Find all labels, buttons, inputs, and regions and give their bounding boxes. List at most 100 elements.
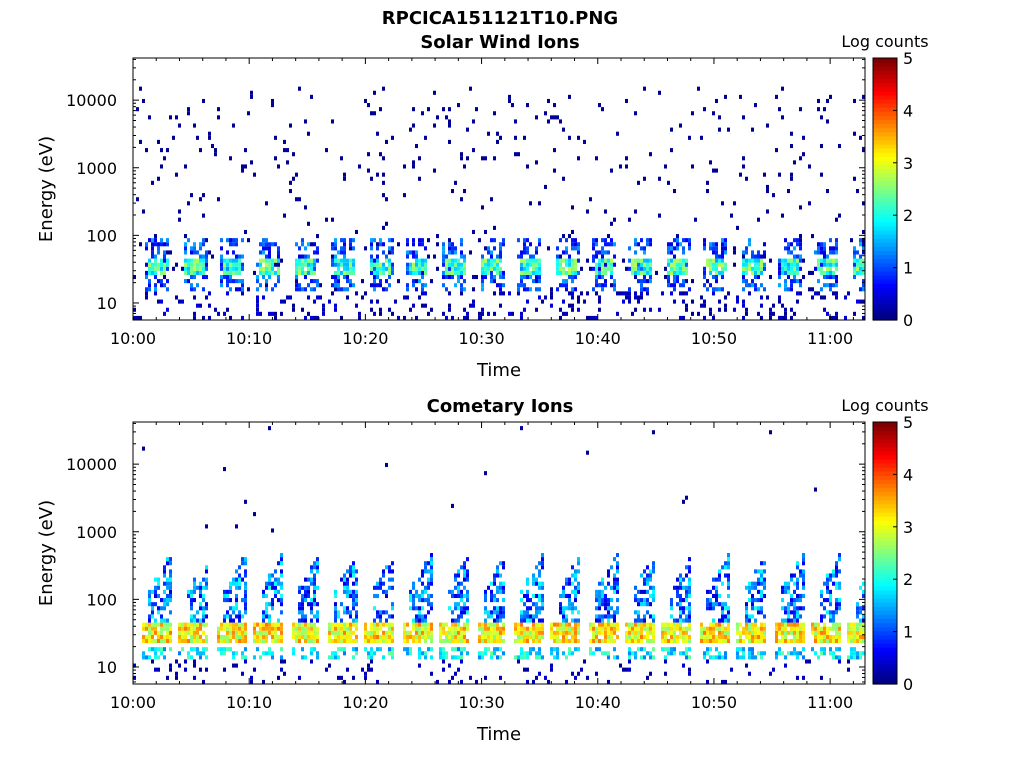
heatmap-cell <box>397 315 400 320</box>
heatmap-cell <box>391 634 394 639</box>
heatmap-cell <box>592 287 595 292</box>
heatmap-cell <box>667 651 670 656</box>
heatmap-cell <box>292 303 295 308</box>
heatmap-cell <box>193 270 196 275</box>
heatmap-cell <box>145 655 148 660</box>
heatmap-cell <box>235 287 238 292</box>
heatmap-cell <box>748 638 751 644</box>
heatmap-cell <box>541 299 544 304</box>
heatmap-cell <box>253 655 256 660</box>
heatmap-cell <box>454 180 457 185</box>
colorbar-segment <box>873 127 897 133</box>
heatmap-cell <box>295 270 298 275</box>
heatmap-cell <box>595 254 598 259</box>
heatmap-cell <box>232 655 235 660</box>
heatmap-cell <box>178 123 181 128</box>
heatmap-cell <box>457 573 460 578</box>
heatmap-cell <box>652 598 655 603</box>
colorbar-segment <box>873 303 897 309</box>
heatmap-cell <box>664 266 667 271</box>
heatmap-cell <box>754 618 757 623</box>
heatmap-cell <box>523 618 526 623</box>
heatmap-cell <box>790 577 793 582</box>
heatmap-cell <box>649 270 652 275</box>
heatmap-cell <box>616 581 619 586</box>
heatmap-cell <box>139 86 142 91</box>
heatmap-cell <box>676 279 679 284</box>
heatmap-cell <box>169 622 172 627</box>
heatmap-cell <box>187 638 190 644</box>
heatmap-cell <box>724 638 727 644</box>
heatmap-cell <box>643 634 646 639</box>
heatmap-cell <box>844 295 847 300</box>
heatmap-cell <box>745 663 748 668</box>
heatmap-cell <box>577 622 580 627</box>
heatmap-cell <box>553 103 556 108</box>
heatmap-cell <box>454 622 457 627</box>
colorbar-segment <box>873 553 897 558</box>
heatmap-cell <box>334 618 337 623</box>
heatmap-cell <box>367 634 370 639</box>
heatmap-cell <box>430 634 433 639</box>
heatmap-cell <box>418 638 421 644</box>
heatmap-cell <box>796 266 799 271</box>
heatmap-cell <box>487 131 490 136</box>
heatmap-cell <box>715 638 718 644</box>
heatmap-cell <box>730 667 733 672</box>
heatmap-cell <box>469 86 472 91</box>
heatmap-cell <box>835 581 838 586</box>
heatmap-cell <box>598 266 601 271</box>
heatmap-cell <box>775 655 778 660</box>
heatmap-cell <box>340 156 343 161</box>
heatmap-cell <box>577 156 580 161</box>
heatmap-cell <box>829 634 832 639</box>
heatmap-cell <box>418 651 421 656</box>
heatmap-cell <box>820 647 823 652</box>
heatmap-cell <box>862 622 865 627</box>
heatmap-cell <box>223 467 226 472</box>
heatmap-cell <box>310 315 313 320</box>
heatmap-cell <box>463 279 466 284</box>
heatmap-cell <box>460 679 463 684</box>
heatmap-cell <box>199 270 202 275</box>
heatmap-cell <box>190 618 193 623</box>
colorbar-segment <box>873 589 897 595</box>
heatmap-cell <box>787 585 790 590</box>
heatmap-cell <box>619 663 622 668</box>
heatmap-cell <box>535 602 538 607</box>
heatmap-cell <box>199 262 202 267</box>
heatmap-cell <box>472 274 475 280</box>
heatmap-cell <box>799 205 802 210</box>
heatmap-cell <box>649 573 652 578</box>
heatmap-cell <box>421 270 424 275</box>
heatmap-cell <box>682 585 685 590</box>
heatmap-cell <box>700 630 703 635</box>
heatmap-cell <box>313 577 316 582</box>
colorbar-segment <box>873 679 897 685</box>
heatmap-cell <box>586 315 589 320</box>
heatmap-cell <box>487 626 490 631</box>
heatmap-cell <box>754 630 757 635</box>
heatmap-cell <box>829 258 832 263</box>
heatmap-cell <box>475 274 478 280</box>
heatmap-cell <box>628 217 631 222</box>
heatmap-cell <box>676 258 679 263</box>
heatmap-cell <box>460 238 463 243</box>
heatmap-cell <box>190 589 193 594</box>
heatmap-cell <box>220 651 223 656</box>
heatmap-cell <box>760 258 763 263</box>
heatmap-cell <box>772 303 775 308</box>
heatmap-cell <box>226 238 229 243</box>
heatmap-cell <box>340 258 343 263</box>
heatmap-cell <box>343 270 346 275</box>
heatmap-cell <box>370 246 373 251</box>
heatmap-cell <box>532 573 535 578</box>
heatmap-cell <box>151 634 154 639</box>
heatmap-cell <box>181 630 184 635</box>
heatmap-cell <box>355 569 358 574</box>
heatmap-cell <box>277 634 280 639</box>
heatmap-cell <box>640 638 643 644</box>
heatmap-cell <box>469 250 472 255</box>
heatmap-cell <box>562 585 565 590</box>
heatmap-cell <box>760 303 763 308</box>
